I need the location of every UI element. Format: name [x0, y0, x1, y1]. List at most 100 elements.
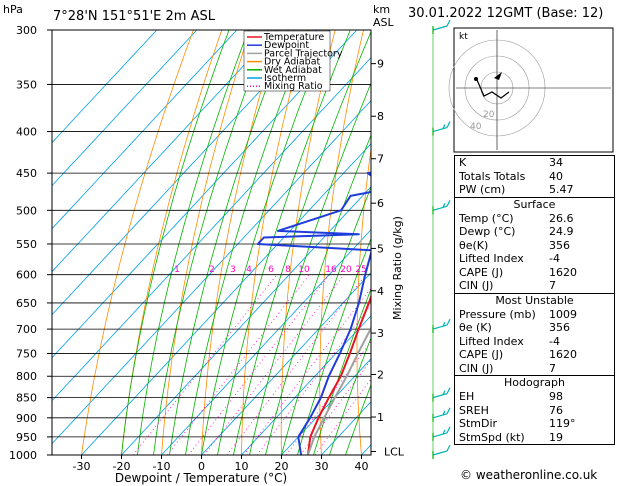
mixing-ratio-label: 2: [209, 265, 215, 275]
km-tick-label: 6: [377, 197, 384, 210]
index-row: Totals Totals 40: [455, 170, 614, 184]
x-axis-label: Dewpoint / Temperature (°C): [115, 471, 287, 485]
surface-label: Temp (°C): [459, 211, 514, 225]
mixing-ratio-line: [226, 274, 367, 455]
indices-table: K 34 Totals Totals 40 PW (cm) 5.47 Surface Te…: [454, 155, 615, 445]
surface-header: Surface: [455, 196, 614, 212]
location-title: 7°28'N 151°51'E 2m ASL: [53, 9, 216, 24]
temp-tick-label: 30: [315, 460, 329, 473]
index-value: 5.47: [549, 183, 574, 196]
surface-label: θe(K): [459, 238, 489, 252]
hodograph-stat-value: 119°: [549, 417, 576, 430]
mixing-ratio-line: [188, 274, 330, 455]
most-unstable-value: 1009: [549, 307, 577, 321]
wind-barb: [432, 426, 451, 441]
mixing-ratio-label: 10: [298, 265, 310, 275]
hodograph-stat-label: StmDir: [459, 417, 498, 430]
surface-value: 356: [549, 238, 570, 252]
isotherm-line: [52, 30, 278, 273]
wet-adiabat-line: [169, 30, 289, 455]
index-value: 34: [549, 156, 563, 169]
km-tick-label: 9: [377, 58, 384, 71]
legend-label: Isotherm: [264, 73, 306, 84]
dewpoint-series: [256, 171, 371, 455]
temp-tick-label: 0: [198, 460, 205, 473]
pressure-tick-label: 650: [16, 297, 37, 310]
wind-barb: [432, 121, 451, 136]
surface-label: Dewp (°C): [459, 225, 516, 238]
temp-tick-label: 10: [235, 460, 249, 473]
index-label: Totals Totals: [459, 169, 526, 183]
surface-row: CIN (J) 7: [455, 279, 614, 293]
most-unstable-value: 7: [549, 361, 556, 375]
pressure-tick-label: 500: [16, 204, 37, 217]
temperature-series: [306, 294, 371, 455]
dry-adiabat-line: [319, 30, 364, 455]
index-row: K 34: [455, 156, 614, 170]
legend-label: Parcel Trajectory: [264, 48, 343, 59]
km-label: km: [373, 3, 390, 16]
footer-credit: © weatheronline.co.uk: [460, 468, 598, 482]
hodograph-frame: [453, 27, 614, 153]
dry-adiabat-line: [618, 30, 629, 455]
hodograph-stat-row: EH 98: [455, 390, 614, 404]
isotherm-line: [52, 30, 318, 316]
surface-label: CIN (J): [459, 279, 494, 292]
hodograph-stat-row: StmSpd (kt) 19: [455, 431, 614, 445]
km-tick-label: LCL: [384, 445, 405, 458]
mixing-ratio-label: 25: [355, 265, 366, 275]
hodograph-stat-row: StmDir 119°: [455, 417, 614, 431]
mixing-ratio-line: [166, 274, 310, 455]
legend-label: Dewpoint: [264, 40, 309, 51]
surface-value: 24.9: [549, 225, 574, 238]
pressure-tick-label: 800: [16, 370, 37, 383]
parcel-trajectory-series: [306, 325, 371, 455]
index-row: PW (cm) 5.47: [455, 183, 614, 197]
pressure-tick-label: 700: [16, 323, 37, 336]
most-unstable-row: CAPE (J) 1620: [455, 348, 614, 362]
wind-barb: [432, 19, 451, 34]
surface-value: 26.6: [549, 211, 574, 225]
pressure-tick-label: 600: [16, 269, 37, 282]
dry-adiabat-line: [356, 146, 371, 455]
isotherm-line: [241, 315, 371, 455]
legend-label: Wet Adiabat: [264, 65, 322, 76]
temp-tick-label: -30: [73, 460, 91, 473]
mixing-ratio-label: 16: [325, 265, 337, 275]
mixing-ratio-label: 1: [174, 265, 180, 275]
plot-frame: [51, 29, 372, 456]
pressure-tick-label: 750: [16, 347, 37, 360]
temp-tick-label: 40: [355, 460, 369, 473]
km-tick-label: 2: [377, 368, 384, 381]
wind-barb: [432, 407, 451, 422]
km-tick-label: 7: [377, 153, 384, 166]
km-tick-label: 8: [377, 110, 384, 123]
hodograph-ring-label: 40: [470, 122, 482, 132]
mixing-ratio-label: 20: [340, 265, 352, 275]
isotherm-line: [52, 30, 238, 230]
mixing-ratio-label: 6: [268, 265, 274, 275]
y-axis-right-label: Mixing Ratio (g/kg): [391, 216, 404, 320]
pressure-tick-label: 950: [16, 431, 37, 444]
surface-row: Lifted Index -4: [455, 252, 614, 266]
storm-motion-arrow: [494, 72, 502, 80]
pressure-tick-label: 550: [16, 238, 37, 251]
hodograph-header: Hodograph: [455, 375, 614, 390]
mixing-ratio-line: [243, 287, 371, 455]
wind-barb: [432, 200, 451, 215]
pressure-tick-label: 1000: [9, 449, 37, 462]
dry-adiabat-line: [201, 30, 279, 455]
hodograph-unit: kt: [459, 32, 468, 42]
surface-value: -4: [549, 252, 560, 265]
most-unstable-label: CIN (J): [459, 361, 494, 375]
most-unstable-label: CAPE (J): [459, 348, 504, 361]
temp-tick-label: -10: [153, 460, 171, 473]
date-title: 30.01.2022 12GMT (Base: 12): [408, 6, 604, 21]
wind-barb: [432, 318, 451, 334]
hodograph-stat-label: StmSpd (kt): [459, 430, 525, 444]
mixing-ratio-label: 3: [230, 265, 236, 275]
most-unstable-row: θe (K) 356: [455, 321, 614, 335]
most-unstable-row: Lifted Index -4: [455, 335, 614, 349]
